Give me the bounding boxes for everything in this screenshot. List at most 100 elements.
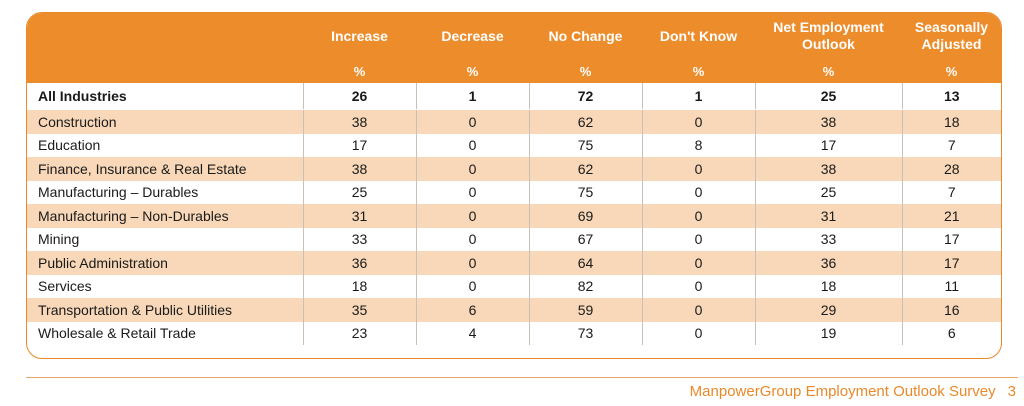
value-cell: 1 [641, 83, 755, 110]
value-cell: 38 [302, 109, 416, 134]
industry-name: Manufacturing – Non-Durables [27, 204, 303, 228]
header-labels-row: Increase Decrease No Change Don't Know Net E… [27, 13, 1001, 59]
table-row: Manufacturing – Non-Durables 31 0 69 0 31 21 [27, 204, 1001, 228]
industry-name: Construction [27, 109, 303, 134]
value-cell: 75 [528, 180, 642, 204]
industry-name: Education [38, 137, 101, 154]
table-row: Manufacturing – Durables 25 0 75 0 25 7 [27, 180, 1001, 204]
value-cell: 0 [415, 251, 529, 275]
value-cell: 59 [528, 298, 642, 322]
value-cell: 62 [528, 109, 642, 134]
value-cell: 6 [901, 321, 1001, 345]
value-cell: 1 [415, 83, 529, 110]
value-cell: 35 [302, 298, 416, 322]
value-cell: 82 [528, 274, 642, 298]
value-cell: 69 [528, 204, 642, 228]
table-row: Transportation & Public Utilities 35 6 59 0 2… [27, 298, 1001, 322]
value-cell: 28 [901, 157, 1001, 181]
value-cell: 31 [754, 204, 902, 228]
table-header: Increase Decrease No Change Don't Know Net E… [27, 13, 1001, 83]
value-cell: 7 [901, 133, 1001, 157]
value-cell: 0 [641, 274, 755, 298]
column-header: Decrease [416, 13, 529, 59]
column-header-line: Outlook [802, 36, 855, 52]
value-cell: 8 [641, 133, 755, 157]
value-cell: 0 [641, 251, 755, 275]
column-header: Net Employment Outlook [755, 13, 902, 59]
unit-label: % [642, 59, 755, 83]
table-row: Mining 33 0 67 0 33 17 [27, 227, 1001, 251]
header-corner [27, 13, 303, 59]
value-cell: 0 [415, 109, 529, 134]
value-cell: 13 [901, 83, 1001, 110]
value-cell: 67 [528, 227, 642, 251]
value-cell: 7 [901, 180, 1001, 204]
units-corner [27, 59, 303, 83]
value-cell: 0 [641, 298, 755, 322]
value-cell: 38 [754, 109, 902, 134]
industry-name: Public Administration [27, 251, 303, 275]
value-cell: 33 [302, 227, 416, 251]
value-cell: 36 [754, 251, 902, 275]
value-cell: 0 [415, 204, 529, 228]
value-cell: 17 [901, 227, 1001, 251]
industry-name: Finance, Insurance & Real Estate [27, 157, 303, 181]
page-footer: ManpowerGroup Employment Outlook Survey 3 [690, 383, 1016, 400]
value-cell: 19 [754, 321, 902, 345]
value-cell: 18 [901, 109, 1001, 134]
table-row: Finance, Insurance & Real Estate 38 0 62 0 38… [27, 157, 1001, 181]
column-header-line: Decrease [441, 27, 504, 44]
value-cell: 0 [415, 180, 529, 204]
page-number: 3 [1007, 383, 1016, 400]
value-cell: 17 [901, 251, 1001, 275]
value-cell: 0 [641, 227, 755, 251]
value-cell: 0 [415, 274, 529, 298]
value-cell: 4 [415, 321, 529, 345]
value-cell: 18 [754, 274, 902, 298]
column-header: Don't Know [642, 13, 755, 59]
value-cell: 25 [754, 83, 902, 110]
unit-label: % [755, 59, 902, 83]
column-header: Increase [303, 13, 416, 59]
column-header-line: No Change [548, 27, 623, 44]
total-row: All Industries 26 1 72 1 25 13 [27, 83, 1001, 110]
industry-name: Services [38, 278, 92, 295]
table-row: Wholesale & Retail Trade 23 4 73 0 19 6 [27, 321, 1001, 345]
table-row: Education 17 0 75 8 17 7 [27, 133, 1001, 157]
value-cell: 31 [302, 204, 416, 228]
column-header-line: Adjusted [921, 36, 982, 52]
footer-title: ManpowerGroup Employment Outlook Survey [689, 383, 996, 400]
table-row: Construction 38 0 62 0 38 18 [27, 109, 1001, 134]
unit-label: % [416, 59, 529, 83]
column-header-line: Net Employment [773, 19, 884, 35]
value-cell: 36 [302, 251, 416, 275]
unit-label: % [529, 59, 642, 83]
value-cell: 62 [528, 157, 642, 181]
column-header: No Change [529, 13, 642, 59]
value-cell: 38 [754, 157, 902, 181]
table-body: All Industries 26 1 72 1 25 13 Construction 38 0 6… [27, 83, 1001, 345]
value-cell: 6 [415, 298, 529, 322]
column-header-line: Increase [331, 27, 388, 44]
footer-divider [26, 377, 1018, 378]
column-header-line: Seasonally [914, 19, 989, 35]
value-cell: 16 [901, 298, 1001, 322]
column-header-line: Don't Know [659, 27, 738, 44]
value-cell: 64 [528, 251, 642, 275]
value-cell: 73 [528, 321, 642, 345]
value-cell: 25 [754, 180, 902, 204]
value-cell: 0 [415, 133, 529, 157]
unit-label: % [902, 59, 1001, 83]
table-row: Services 18 0 82 0 18 11 [27, 274, 1001, 298]
value-cell: 0 [641, 180, 755, 204]
value-cell: 0 [641, 204, 755, 228]
value-cell: 17 [754, 133, 902, 157]
value-cell: 0 [415, 157, 529, 181]
industry-name: Wholesale & Retail Trade [38, 325, 196, 342]
employment-outlook-table: Increase Decrease No Change Don't Know Net E… [26, 12, 1002, 359]
value-cell: 11 [901, 274, 1001, 298]
value-cell: 0 [415, 227, 529, 251]
value-cell: 33 [754, 227, 902, 251]
industry-name: Mining [38, 231, 80, 248]
unit-label: % [303, 59, 416, 83]
